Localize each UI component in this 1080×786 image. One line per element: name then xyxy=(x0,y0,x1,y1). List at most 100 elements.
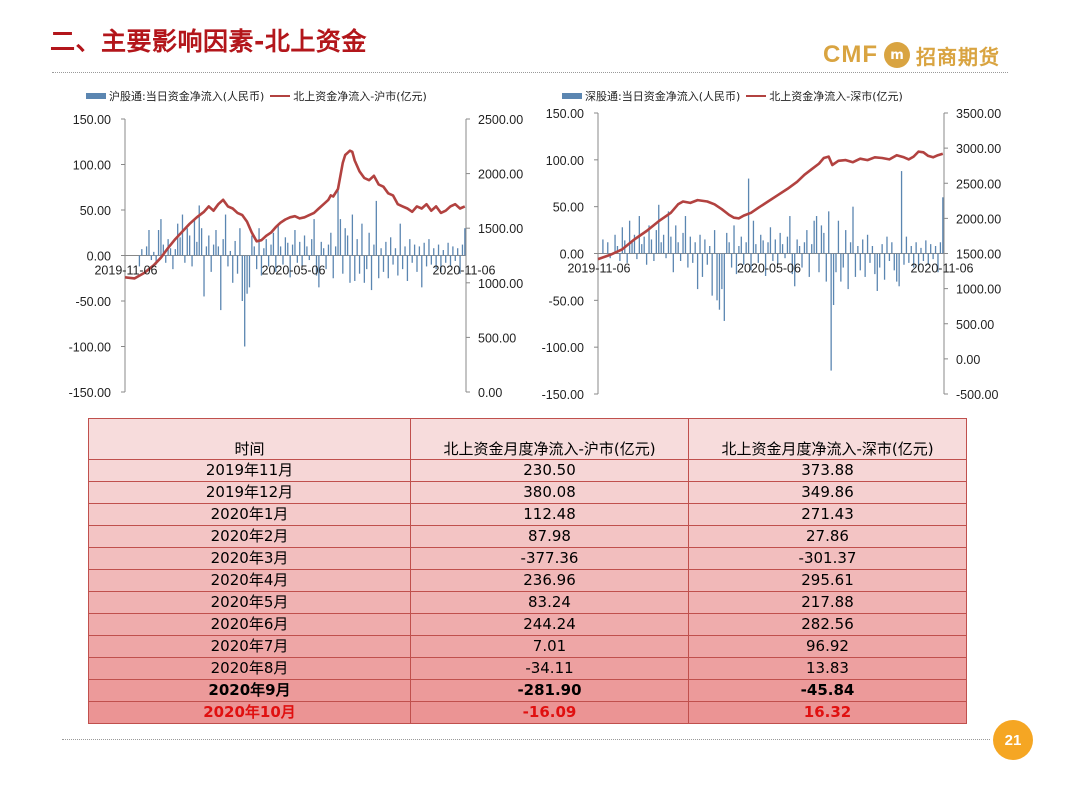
flow-bar xyxy=(401,255,404,270)
flow-bar xyxy=(198,205,200,256)
flow-bar xyxy=(767,242,769,254)
legend-line-swatch xyxy=(270,95,291,97)
flow-bar xyxy=(876,253,878,291)
flow-bar xyxy=(289,255,291,278)
flow-bar xyxy=(141,249,143,256)
flow-bar xyxy=(215,230,217,256)
flow-bar xyxy=(306,246,308,256)
right-y-tick-label: 500.00 xyxy=(956,318,994,332)
flow-bar xyxy=(772,253,774,261)
flow-bar xyxy=(917,253,920,271)
right-y-tick-label: 1500.00 xyxy=(956,248,1001,262)
flow-bar xyxy=(743,253,745,265)
flow-bar xyxy=(786,236,789,254)
right-y-tick-label: 0.00 xyxy=(956,353,980,367)
flow-bar xyxy=(781,244,784,254)
flow-bar xyxy=(888,253,891,261)
flow-bar xyxy=(699,234,701,254)
flow-bar xyxy=(721,253,723,290)
flow-bar xyxy=(234,240,236,256)
flow-bar xyxy=(842,253,844,268)
flow-bar xyxy=(208,235,210,256)
table-row: 2019年12月 380.08 349.86 xyxy=(88,481,967,504)
flow-bar xyxy=(672,253,674,273)
table-row: 2020年5月 83.24 217.88 xyxy=(88,591,967,614)
table-cell: -377.36 xyxy=(410,547,689,570)
left-y-tick-label: -50.00 xyxy=(549,294,584,308)
flow-bar xyxy=(667,211,670,254)
flow-bar xyxy=(330,232,332,256)
flow-bar xyxy=(811,244,813,254)
table-header-cell: 时间 xyxy=(88,418,411,460)
legend-bar-swatch xyxy=(562,93,582,99)
flow-bar xyxy=(808,253,810,277)
table-header-row: 时间 北上资金月度净流入-沪市(亿元) 北上资金月度净流入-深市(亿元) xyxy=(88,418,967,460)
flow-bar xyxy=(449,255,452,267)
flow-bar xyxy=(217,246,220,256)
flow-bar xyxy=(650,239,653,254)
flow-bar xyxy=(723,253,725,321)
flow-bar xyxy=(696,253,699,290)
flow-bar xyxy=(232,255,234,283)
left-y-tick-label: -100.00 xyxy=(69,341,111,355)
flow-bar xyxy=(733,225,735,254)
flow-bar xyxy=(774,239,776,254)
flow-bar xyxy=(155,255,157,265)
flow-bar xyxy=(413,244,416,256)
flow-bar xyxy=(177,223,179,256)
flow-bar xyxy=(301,255,303,267)
table-cell: 83.24 xyxy=(410,591,689,614)
flow-bar xyxy=(789,216,791,254)
flow-bar xyxy=(320,241,322,256)
flow-bar xyxy=(862,239,864,254)
x-tick-label: 2020-05-06 xyxy=(262,264,326,278)
flow-bar xyxy=(830,253,832,371)
flow-bar xyxy=(318,255,320,288)
flow-bar xyxy=(315,255,318,276)
flow-bar xyxy=(279,246,282,256)
flow-bar xyxy=(854,253,857,277)
flow-bar xyxy=(619,253,621,261)
flow-bar xyxy=(186,228,188,256)
flow-bar xyxy=(416,255,418,272)
flow-bar xyxy=(939,242,942,254)
flow-bar xyxy=(351,214,354,256)
flow-bar xyxy=(294,230,296,256)
company-logo: CMF m 招商期货 xyxy=(823,38,1000,72)
flow-bar xyxy=(755,244,757,254)
flow-bar xyxy=(813,220,815,254)
flow-bar xyxy=(937,253,939,273)
flow-bar xyxy=(169,248,172,256)
table-row: 2020年1月 112.48 271.43 xyxy=(88,503,967,526)
flow-bar xyxy=(896,253,898,282)
table-header-cell: 北上资金月度净流入-沪市(亿元) xyxy=(410,418,689,460)
flow-bar xyxy=(325,255,327,270)
flow-bar xyxy=(602,239,604,254)
left-y-tick-label: -150.00 xyxy=(542,388,584,402)
flow-bar xyxy=(745,242,747,254)
left-chart-legend: 沪股通:当日资金净流入(人民币) 北上资金净流入-沪市(亿元) xyxy=(86,88,427,104)
flow-bar xyxy=(660,242,662,254)
flow-bar xyxy=(913,253,915,268)
flow-bar xyxy=(675,225,677,254)
right-y-tick-label: 2000.00 xyxy=(478,168,523,182)
table-row: 2020年10月 -16.09 16.32 xyxy=(88,701,967,724)
flow-bar xyxy=(828,211,830,254)
flow-bar xyxy=(791,253,793,275)
flow-bar xyxy=(184,255,186,263)
flow-bar xyxy=(332,255,334,279)
flow-bar xyxy=(847,253,849,290)
flow-bar xyxy=(677,242,679,254)
flow-bar xyxy=(267,255,270,267)
table-cell: 380.08 xyxy=(410,481,689,504)
flow-bar xyxy=(193,219,196,256)
legend-bar-label: 沪股通:当日资金净流入(人民币) xyxy=(109,90,265,103)
x-tick-label: 2020-11-06 xyxy=(910,262,973,276)
flow-bar xyxy=(832,253,835,306)
flow-bar xyxy=(874,253,876,275)
flow-bar xyxy=(411,255,413,263)
table-cell: 13.83 xyxy=(688,657,967,680)
flow-bar xyxy=(270,244,272,256)
left-chart: 150.00 100.00 50.00 0.00 -50.00 -100.00 -150.0… xyxy=(69,113,524,400)
flow-bar xyxy=(260,255,263,276)
